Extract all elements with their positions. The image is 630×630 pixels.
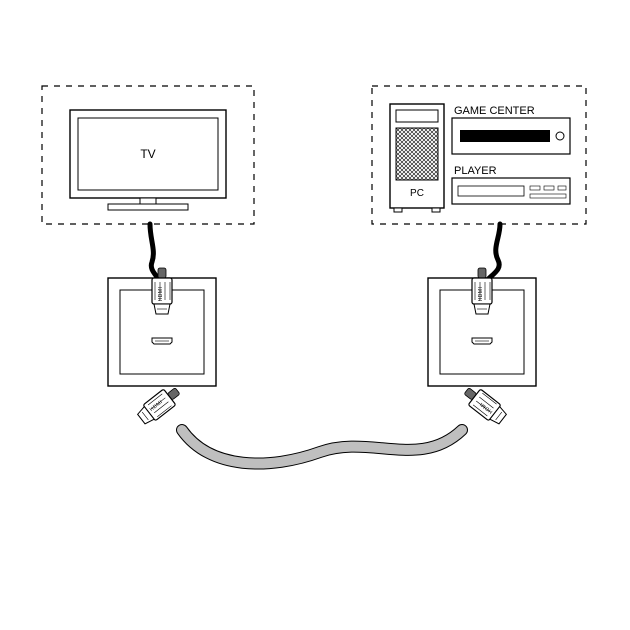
pc-label: PC	[410, 188, 424, 199]
game-center-label: GAME CENTER	[454, 105, 535, 117]
svg-text:HDMI: HDMI	[158, 287, 164, 302]
player-label: PLAYER	[454, 165, 497, 177]
svg-text:HDMI: HDMI	[478, 287, 484, 302]
tv-label: TV	[140, 147, 155, 161]
